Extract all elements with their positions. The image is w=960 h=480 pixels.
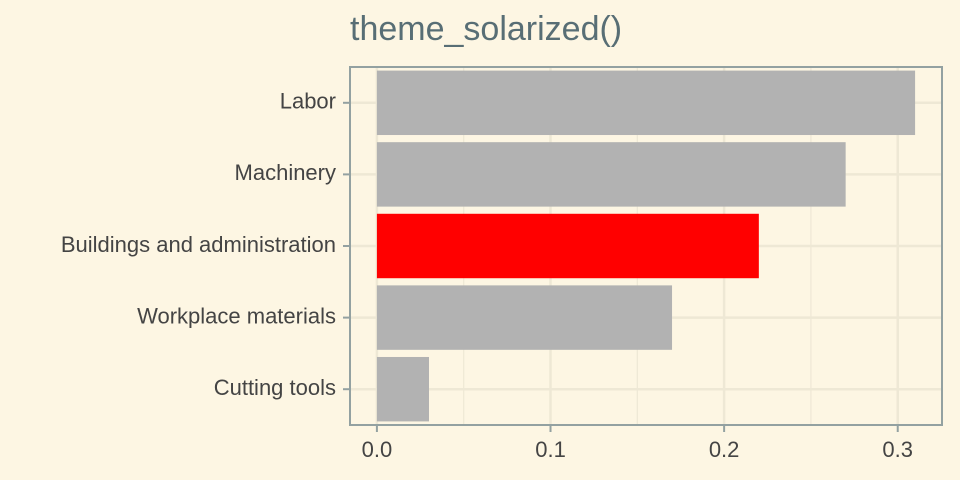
x-tick-label: 0.2 bbox=[709, 437, 740, 462]
bar bbox=[376, 213, 759, 279]
y-tick-label: Cutting tools bbox=[214, 375, 336, 400]
y-tick-label: Workplace materials bbox=[137, 303, 336, 328]
y-tick-label: Buildings and administration bbox=[61, 232, 336, 257]
bar bbox=[376, 356, 429, 422]
y-tick-label: Machinery bbox=[235, 160, 336, 185]
y-tick-label: Labor bbox=[280, 89, 336, 114]
x-tick-label: 0.3 bbox=[882, 437, 913, 462]
bar bbox=[376, 285, 673, 350]
chart-title: theme_solarized() bbox=[350, 10, 622, 48]
bar bbox=[376, 142, 846, 207]
x-tick-label: 0.1 bbox=[535, 437, 566, 462]
bar bbox=[376, 70, 916, 136]
x-tick-label: 0.0 bbox=[362, 437, 393, 462]
panel-border bbox=[349, 66, 943, 426]
